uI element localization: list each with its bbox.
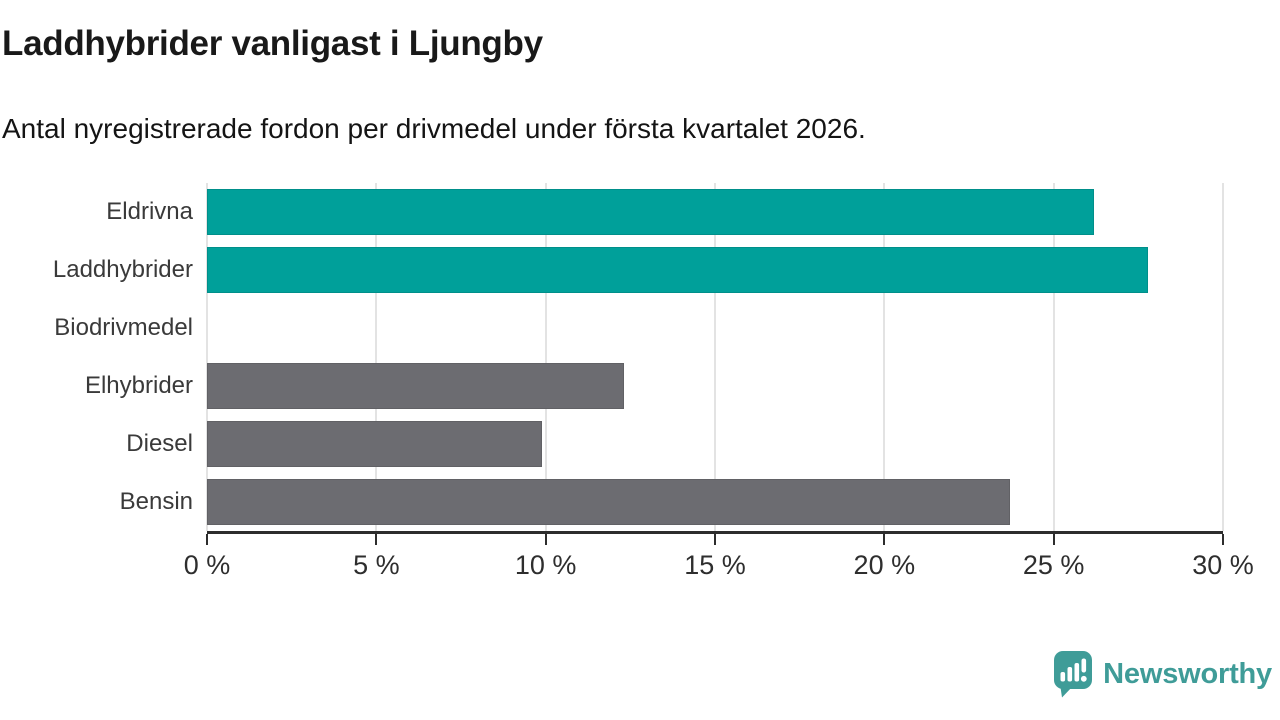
bar-row — [207, 415, 1223, 473]
gridline — [375, 183, 378, 531]
gridline — [883, 183, 886, 531]
x-tick-mark — [206, 534, 208, 545]
category-label: Laddhybrider — [52, 256, 193, 283]
x-tick-mark — [544, 534, 547, 545]
x-tick-mark — [375, 534, 378, 545]
category-label: Biodrivmedel — [54, 314, 193, 341]
x-tick-mark — [883, 534, 886, 545]
newsworthy-logo-text: Newsworthy — [1103, 657, 1272, 690]
category-label: Diesel — [126, 430, 193, 457]
category-label: Eldrivna — [106, 198, 193, 225]
x-tick-label: 20 % — [853, 550, 916, 580]
x-tick-mark — [1222, 534, 1224, 545]
bar-row — [207, 299, 1223, 357]
x-tick-label: 25 % — [1022, 550, 1085, 580]
x-tick-mark — [1052, 534, 1055, 545]
gridline — [714, 183, 716, 531]
newsworthy-logo-icon — [1054, 651, 1093, 698]
bar-row — [207, 183, 1223, 241]
gridline — [206, 183, 208, 531]
gridline — [1222, 183, 1224, 531]
bar-row — [207, 241, 1223, 299]
x-tick-mark — [714, 534, 716, 545]
bar — [207, 479, 1010, 525]
x-tick-label: 30 % — [1192, 550, 1254, 580]
x-tick-label: 0 % — [183, 550, 231, 580]
bar — [207, 363, 624, 409]
bar-row — [207, 357, 1223, 415]
bar — [207, 421, 543, 467]
newsworthy-logo: Newsworthy — [1053, 650, 1272, 698]
plot-area — [206, 183, 1224, 534]
x-tick-label: 15 % — [684, 550, 746, 580]
gridline — [544, 183, 547, 531]
category-label: Elhybrider — [84, 372, 193, 399]
bar — [207, 247, 1149, 293]
chart-subtitle: Antal nyregistrerade fordon per drivmede… — [2, 113, 866, 144]
category-label: Bensin — [119, 488, 193, 515]
x-tick-label: 10 % — [514, 550, 577, 580]
y-axis-labels: Eldrivna Laddhybrider Biodrivmedel Elhybrid… — [0, 183, 193, 531]
bar-row — [207, 473, 1223, 531]
chart-title: Laddhybrider vanligast i Ljungby — [2, 24, 543, 63]
x-tick-label: 5 % — [353, 550, 400, 580]
gridline — [1052, 183, 1055, 531]
bar — [207, 189, 1095, 235]
